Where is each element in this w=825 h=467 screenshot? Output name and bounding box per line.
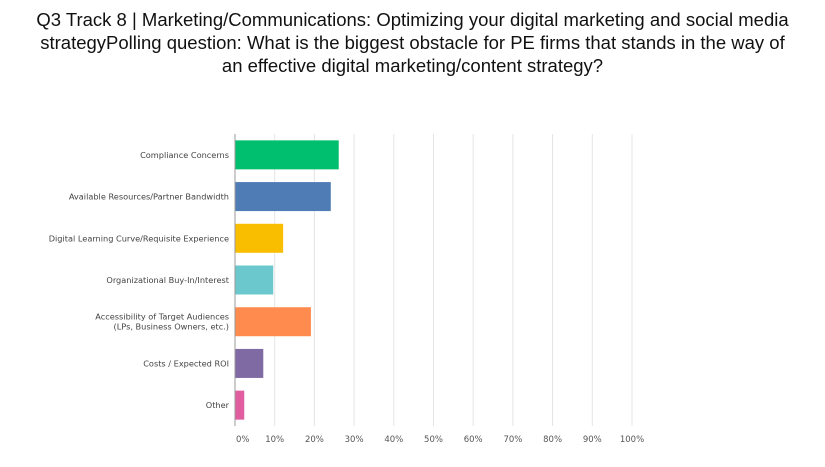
x-tick-label: 80%	[543, 435, 562, 445]
x-tick-label: 90%	[583, 435, 602, 445]
chart-title-line-2: strategyPolling question: What is the bi…	[40, 32, 785, 53]
category-label: Compliance Concerns	[140, 150, 229, 160]
bar	[235, 265, 274, 295]
x-tick-label: 100%	[620, 435, 644, 445]
category-label: Organizational Buy-In/Interest	[106, 275, 229, 285]
bar	[235, 223, 284, 253]
bar	[235, 390, 245, 420]
category-label: Digital Learning Curve/Requisite Experie…	[49, 233, 229, 243]
chart-title-line-3: an effective digital marketing/content s…	[221, 55, 604, 76]
bar	[235, 307, 311, 337]
chart-title-line-1: Q3 Track 8 | Marketing/Communications: O…	[36, 9, 789, 30]
x-tick-label: 70%	[503, 435, 522, 445]
category-label: Accessibility of Target Audiences (LPs, B…	[95, 312, 229, 332]
x-tick-label: 60%	[464, 435, 483, 445]
bar	[235, 348, 264, 378]
category-label: Other	[206, 400, 230, 410]
chart-title: Q3 Track 8 | Marketing/Communications: O…	[0, 8, 825, 77]
x-tick-label: 30%	[345, 435, 364, 445]
x-tick-label: 10%	[265, 435, 284, 445]
x-tick-label: 20%	[305, 435, 324, 445]
category-label: Costs / Expected ROI	[143, 358, 229, 368]
bar	[235, 182, 331, 212]
category-label: Available Resources/Partner Bandwidth	[69, 192, 229, 202]
bar	[235, 140, 339, 170]
x-tick-label: 40%	[384, 435, 403, 445]
x-tick-label: 50%	[424, 435, 443, 445]
x-tick-label: 0%	[236, 435, 250, 445]
